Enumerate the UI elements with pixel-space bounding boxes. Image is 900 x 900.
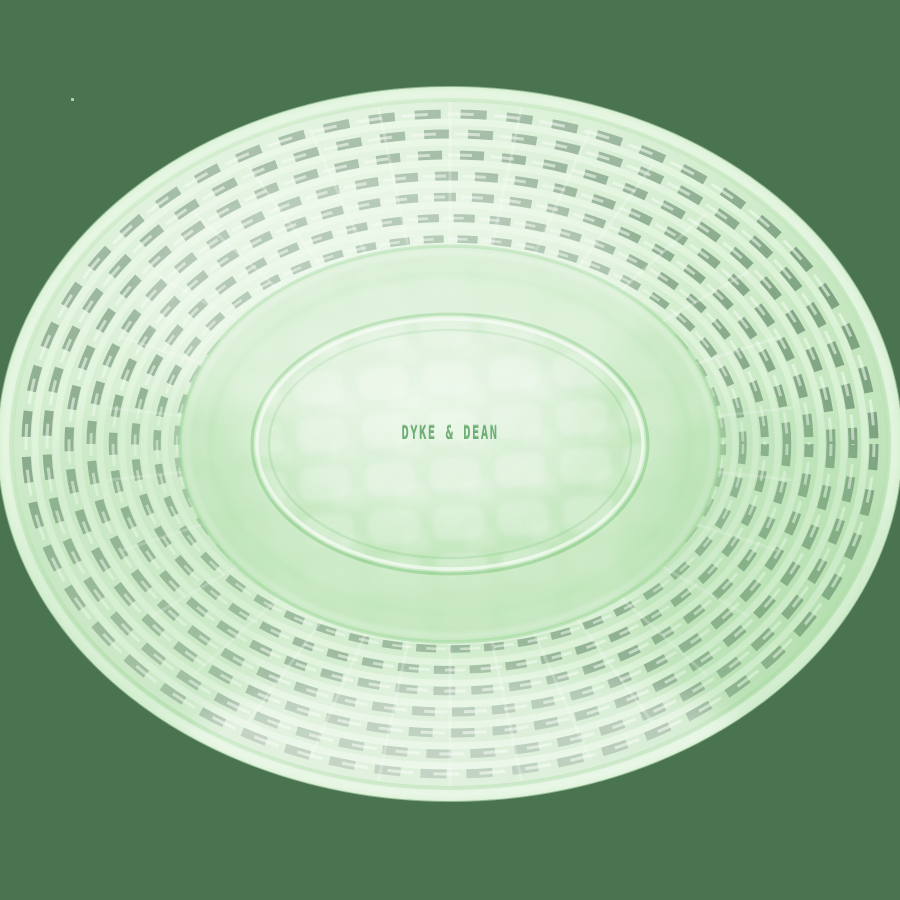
dust-speck (71, 98, 74, 101)
bowl-contour (0, 86, 900, 802)
